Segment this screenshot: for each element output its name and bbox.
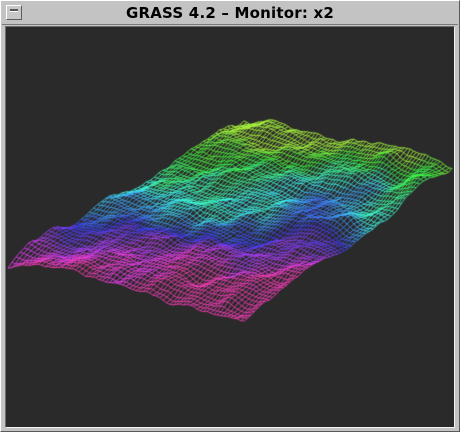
window-menu-button[interactable] <box>6 5 22 20</box>
terrain-wireframe-view <box>6 27 454 427</box>
monitor-display <box>5 26 455 428</box>
title-bar[interactable]: GRASS 4.2 – Monitor: x2 <box>2 2 458 25</box>
window-title: GRASS 4.2 – Monitor: x2 <box>125 4 334 22</box>
window-menu-icon <box>10 9 18 12</box>
